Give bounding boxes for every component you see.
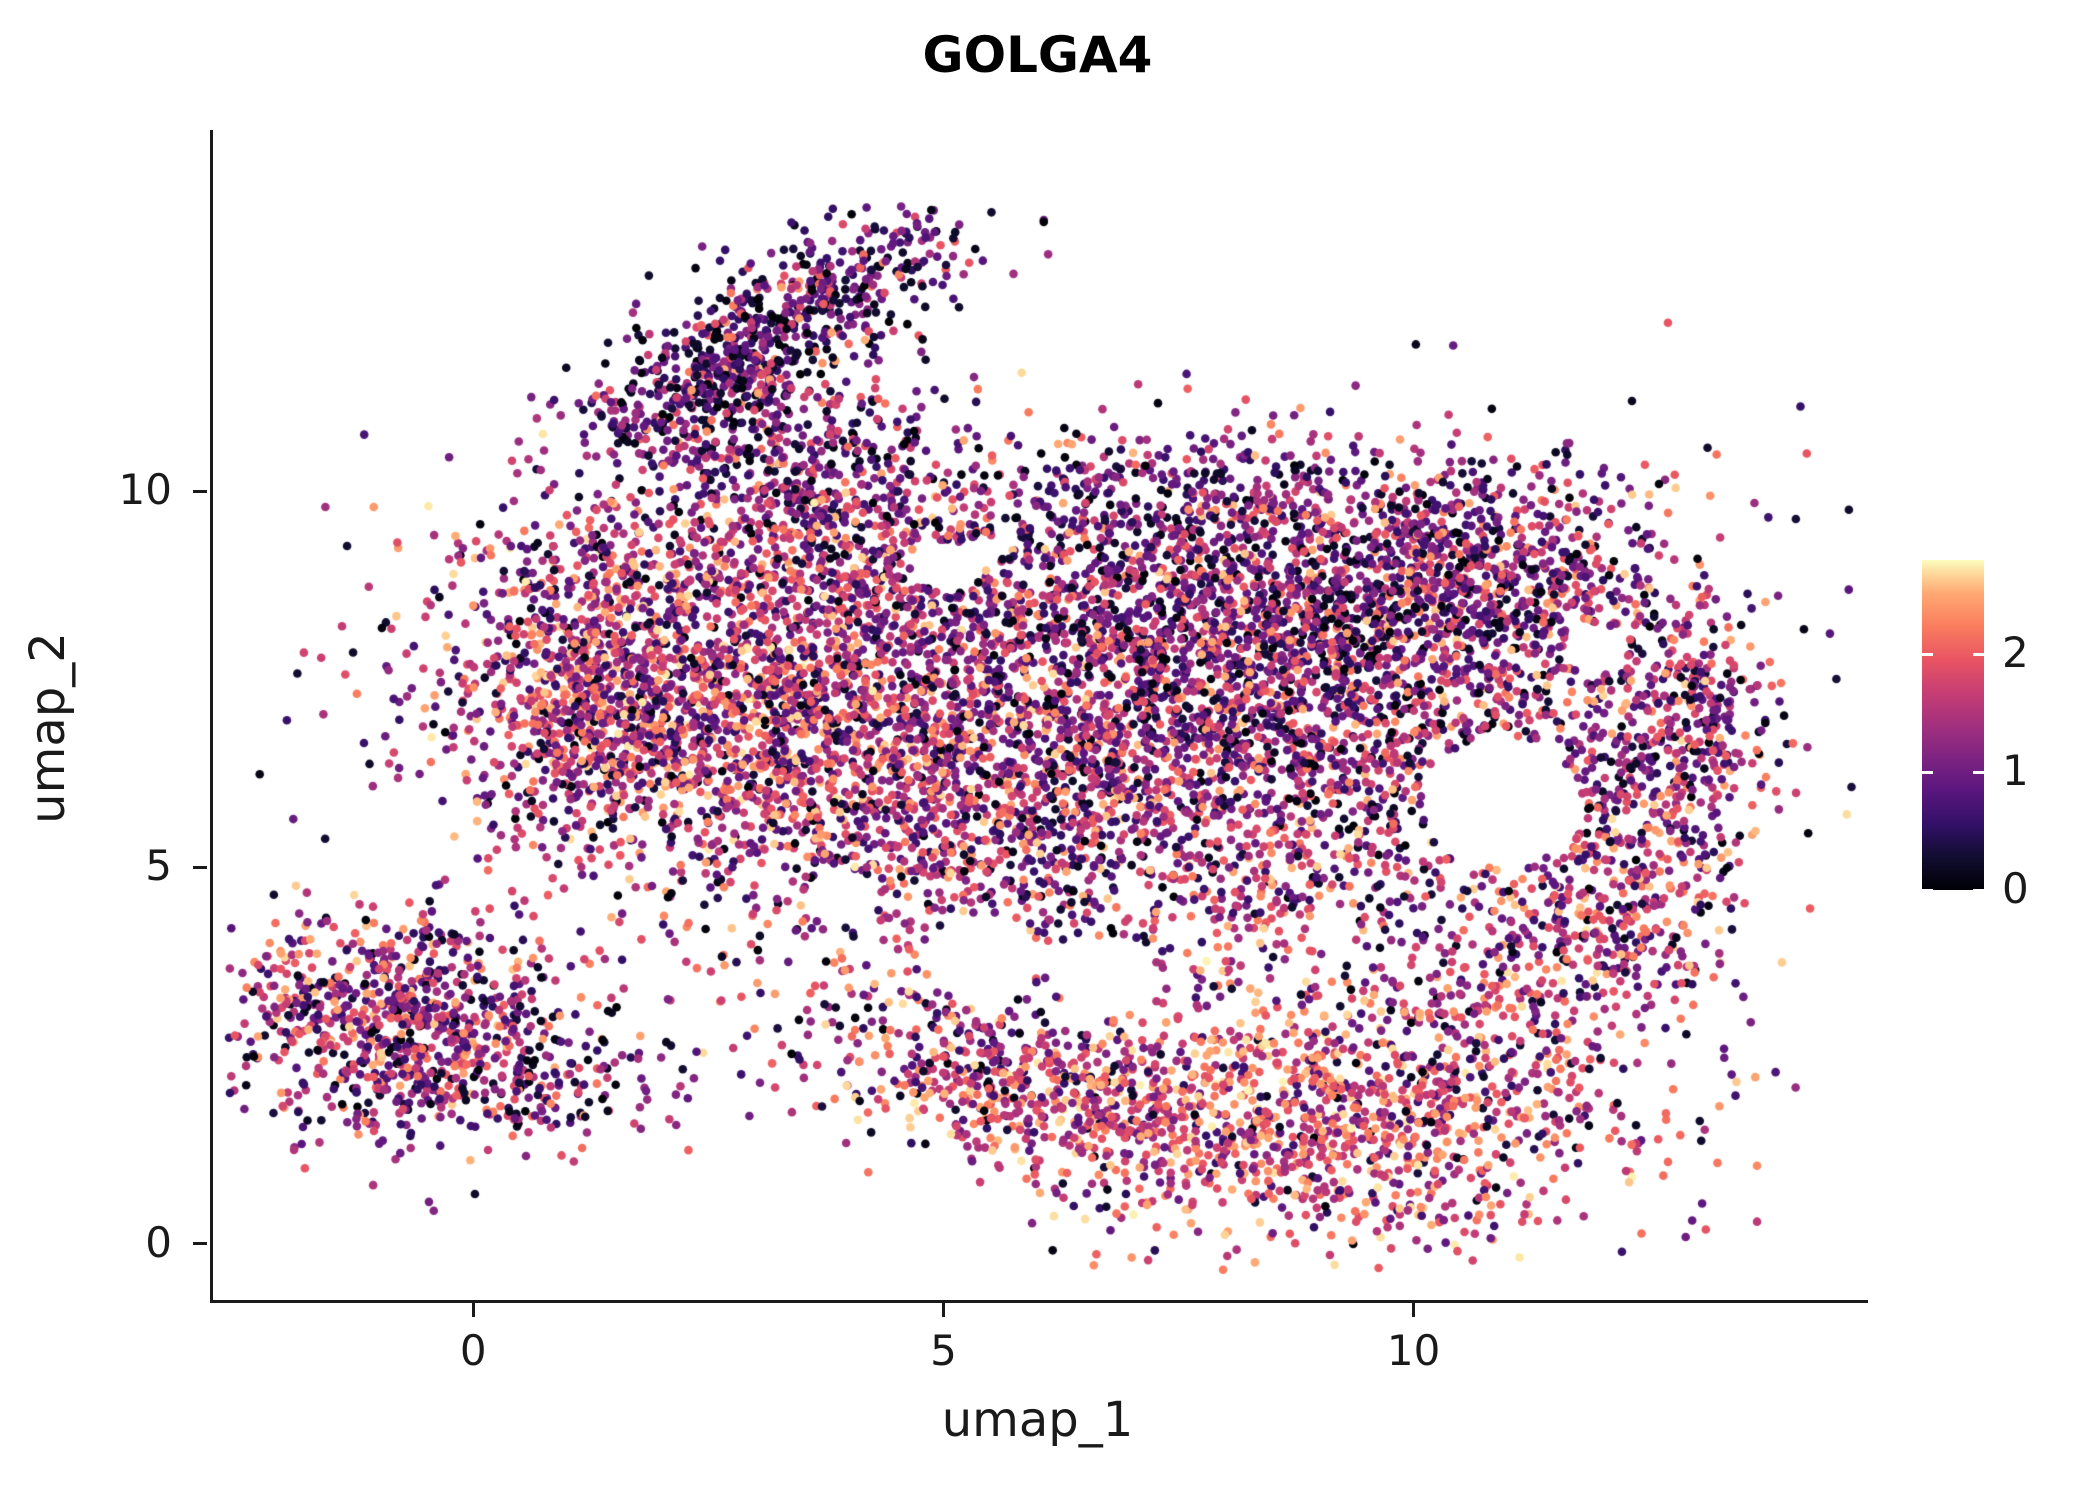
umap-scatter-canvas <box>213 130 1868 1300</box>
x-tick-label: 0 <box>459 1326 487 1375</box>
colorbar-tick-mark <box>1973 770 1984 774</box>
colorbar-tick-label: 2 <box>2002 628 2029 678</box>
colorbar-tick-label: 1 <box>2002 746 2029 796</box>
plot-panel <box>210 130 1868 1303</box>
y-tick-mark <box>193 1242 207 1246</box>
y-tick-label: 5 <box>145 841 172 891</box>
y-tick-mark <box>193 865 207 869</box>
x-tick-mark <box>1412 1303 1416 1317</box>
y-tick-label: 0 <box>145 1217 172 1267</box>
plot-title: GOLGA4 <box>922 26 1153 84</box>
colorbar-gradient <box>1922 560 1984 890</box>
x-tick-label: 5 <box>930 1326 957 1375</box>
x-tick-mark <box>941 1303 945 1317</box>
y-axis-label: umap_2 <box>20 632 76 824</box>
expression-colorbar <box>1922 560 1984 890</box>
colorbar-tick-mark <box>1973 888 1984 892</box>
colorbar-tick-mark <box>1922 652 1933 656</box>
x-tick-label: 10 <box>1386 1326 1441 1375</box>
y-tick-label: 10 <box>118 465 172 515</box>
x-tick-mark <box>471 1303 475 1317</box>
colorbar-tick-mark <box>1973 652 1984 656</box>
colorbar-tick-mark <box>1922 770 1933 774</box>
colorbar-tick-label: 0 <box>2002 864 2029 913</box>
y-tick-mark <box>193 489 207 493</box>
x-axis-label: umap_1 <box>941 1392 1134 1448</box>
colorbar-tick-mark <box>1922 888 1933 892</box>
